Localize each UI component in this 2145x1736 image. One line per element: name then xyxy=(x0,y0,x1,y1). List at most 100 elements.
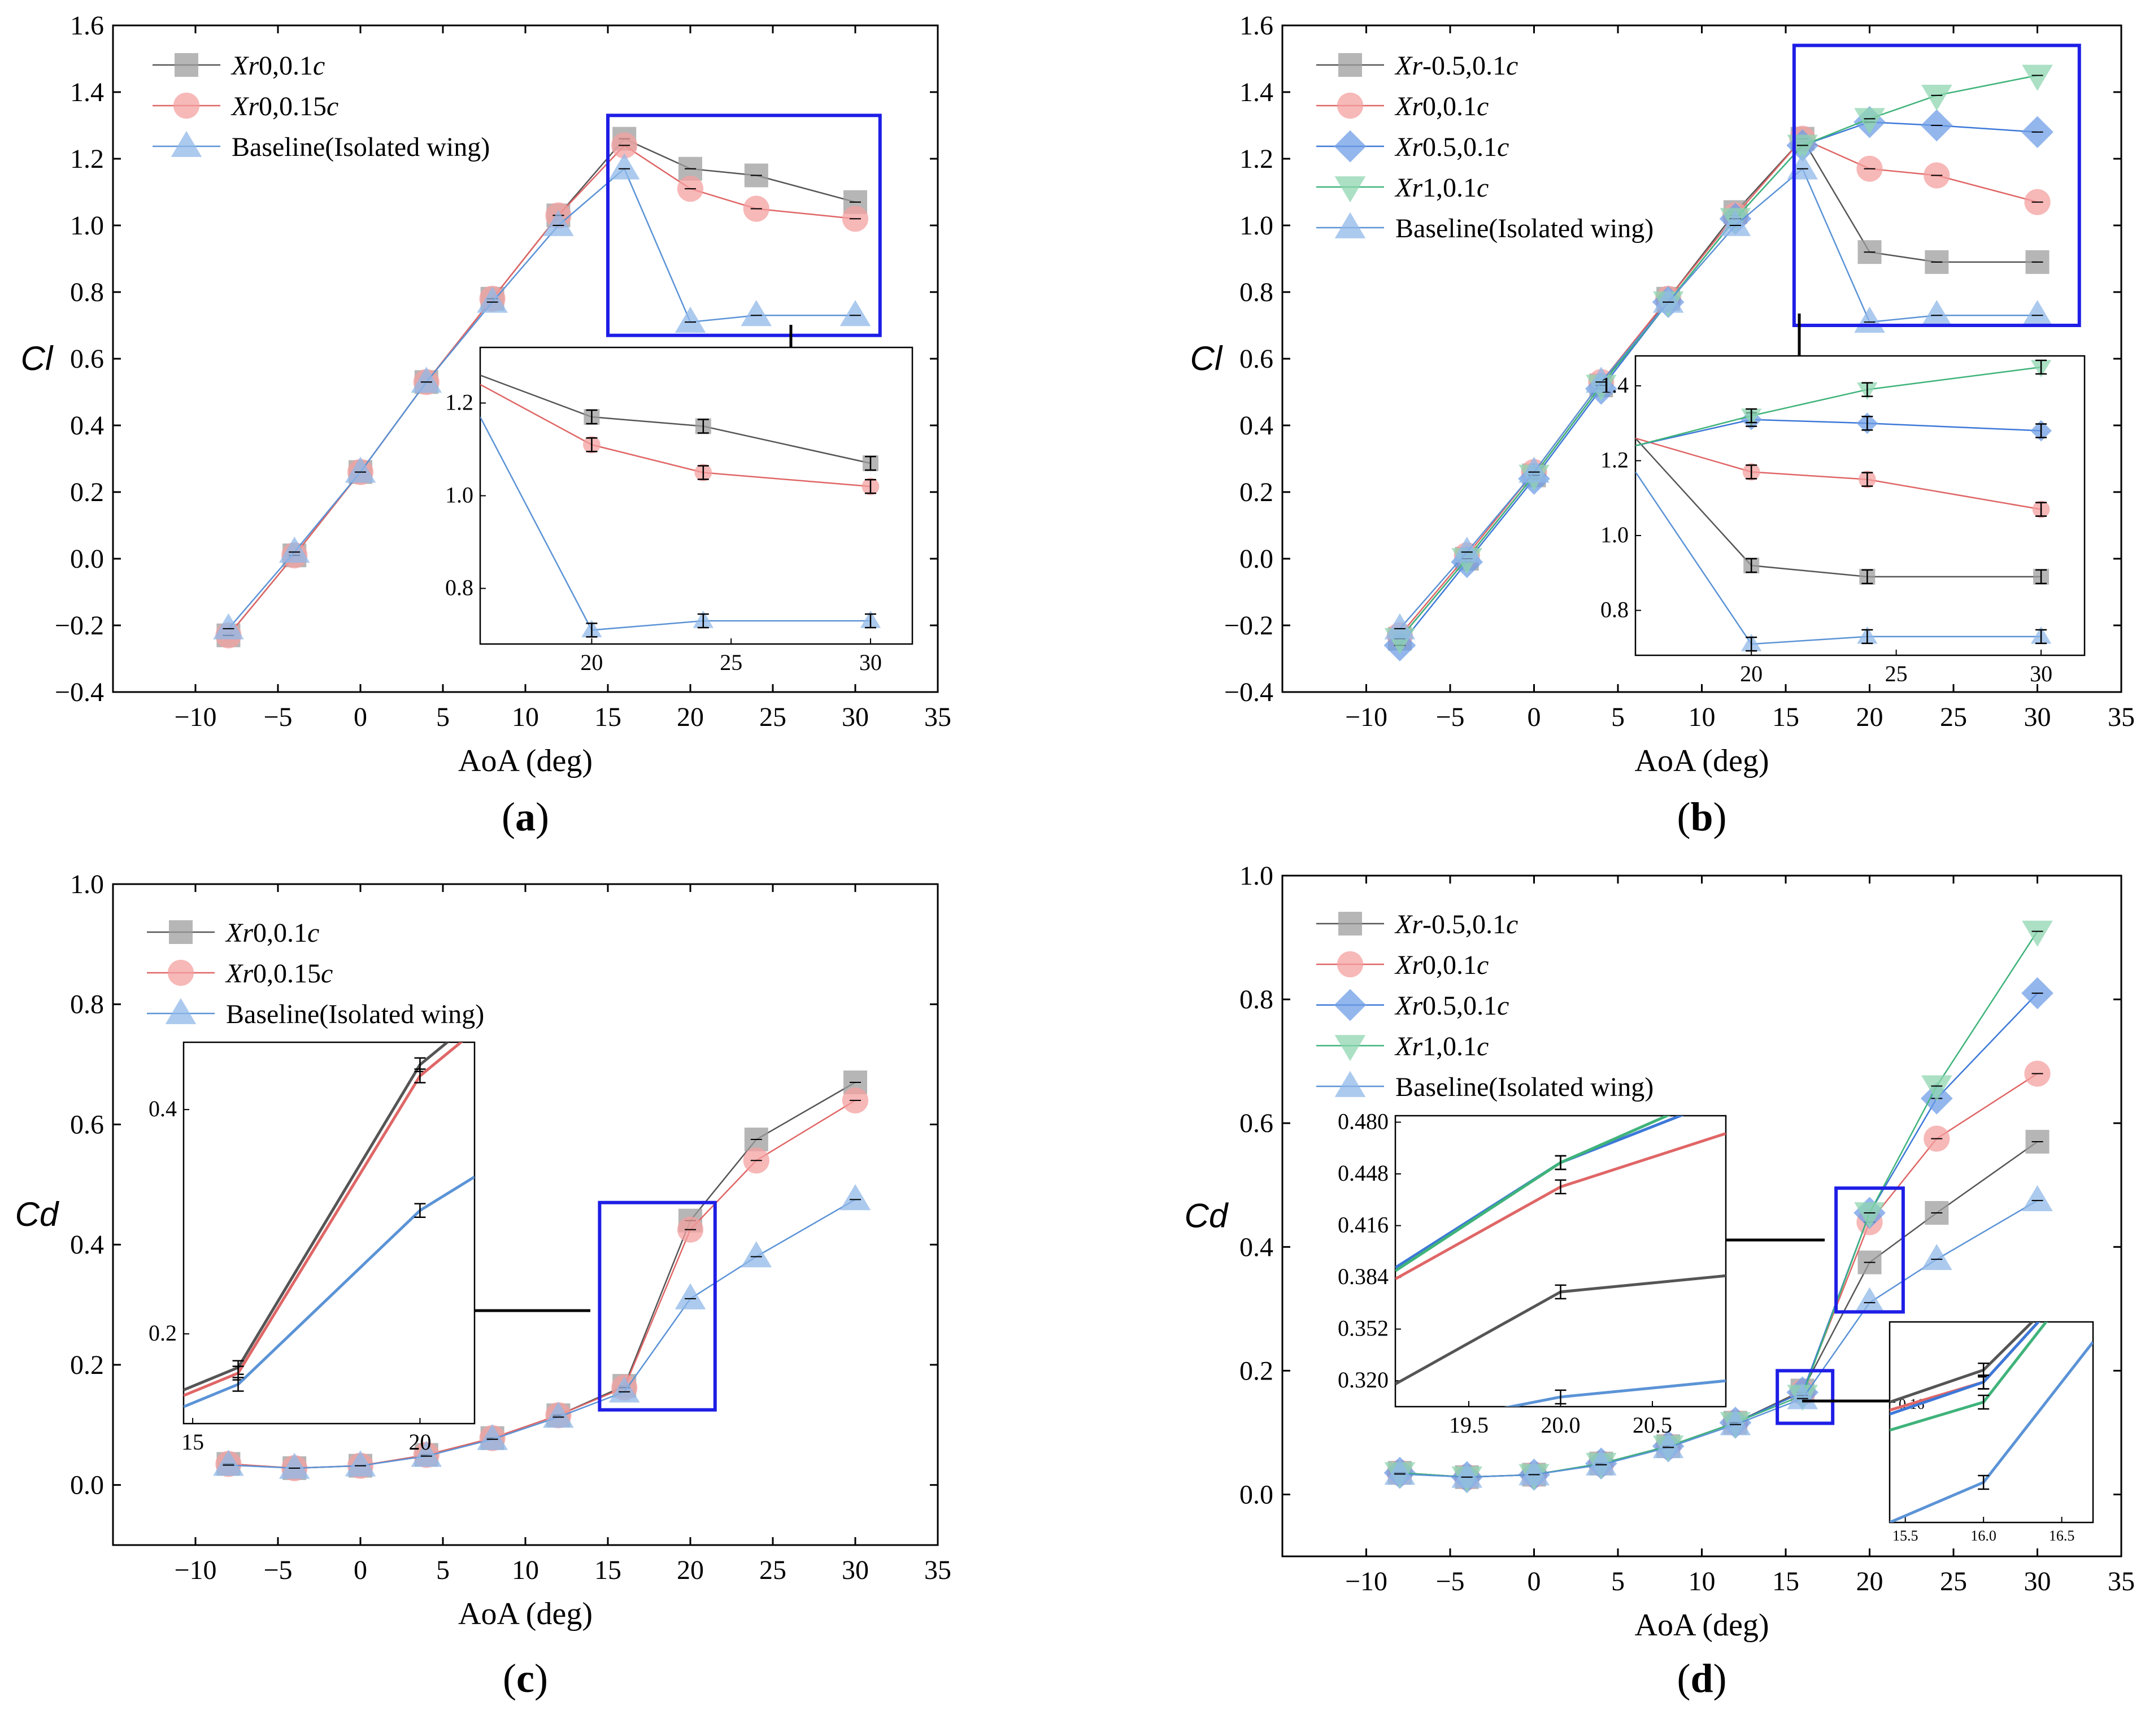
y-axis-title: Cl xyxy=(1190,340,1223,377)
legend-label: Xr0,0.1c xyxy=(230,51,325,81)
x-tick-label: 20 xyxy=(1856,1567,1883,1596)
y-tick-label: 0.0 xyxy=(1239,1480,1273,1509)
panel-c: −10 −5 0 5 10 15 20 25 30 35 0.0 0.2 0.4 0.6 0.8 1.0 AoA… xyxy=(15,869,951,1701)
x-tick-label: 10 xyxy=(512,702,539,732)
legend-label: Xr1,0.1c xyxy=(1394,1032,1489,1061)
panel-label-close: ) xyxy=(1713,794,1727,839)
inset-x-tick-label: 20 xyxy=(1740,661,1763,686)
legend-label: Xr0,0.15c xyxy=(230,92,338,121)
inset-y-tick-label: 1.2 xyxy=(445,389,473,415)
inset-data xyxy=(1890,1322,2093,1522)
legend-tail: c xyxy=(1506,51,1518,81)
x-tick-label: 15 xyxy=(1772,1567,1799,1596)
y-tick-label: 1.4 xyxy=(1239,77,1273,107)
x-tick-label: 15 xyxy=(594,702,621,732)
inset-0: 20 25 30 0.8 1.0 1.2 1.4 xyxy=(1600,355,2086,686)
x-tick-label: 30 xyxy=(2024,702,2051,732)
legend-label: Xr0,0.1c xyxy=(1394,92,1489,121)
legend-italic: Xr xyxy=(230,51,259,81)
legend-marker xyxy=(167,959,194,986)
inset-y-tick-label: 0.320 xyxy=(1338,1367,1389,1393)
x-tick-label: 25 xyxy=(759,1555,786,1585)
inset-data xyxy=(1395,1116,1726,1407)
y-tick-label: 0.0 xyxy=(70,1470,104,1500)
y-tick-label: 0.2 xyxy=(1239,477,1273,507)
y-tick-label: 0.4 xyxy=(1239,411,1273,441)
data-point xyxy=(741,1241,772,1268)
data-point xyxy=(1384,613,1416,639)
y-tick-label: 0.4 xyxy=(70,411,104,441)
inset-series-line xyxy=(1635,471,2042,645)
inset-0: 20 25 30 0.8 1.0 1.2 xyxy=(445,346,913,675)
y-tick-label: −0.4 xyxy=(1224,677,1273,707)
panel-b: −10 −5 0 5 10 15 20 25 30 35−0.4−0.20.00.20.40.60… xyxy=(1190,11,2135,839)
data-point xyxy=(2022,920,2053,947)
x-tick-label: 10 xyxy=(512,1555,539,1585)
legend-rest: 0.5,0.1 xyxy=(1422,132,1497,162)
legend-rest: 0,0.15 xyxy=(253,959,321,989)
x-tick-label: 30 xyxy=(842,702,869,732)
data-point xyxy=(839,1184,871,1211)
x-tick-label: −10 xyxy=(174,702,216,732)
panel-label-open: ( xyxy=(1677,1656,1690,1701)
inset-1: 15.5 16.0 16.50.16 xyxy=(1889,1321,2094,1544)
legend-rest: Baseline(Isolated wing) xyxy=(232,132,490,162)
legend-tail: c xyxy=(327,92,338,121)
legend-rest: Baseline(Isolated wing) xyxy=(226,999,484,1029)
data-point xyxy=(213,1450,244,1476)
panel-label: (c) xyxy=(503,1656,548,1701)
legend-label: Xr0,0.15c xyxy=(225,959,333,989)
legend-rest: 0,0.15 xyxy=(259,92,327,121)
legend-italic: Xr xyxy=(230,92,259,121)
inset-frame xyxy=(1889,1321,2094,1524)
panel-label-letter: d xyxy=(1690,1656,1713,1701)
inset-y-tick-label: 0.448 xyxy=(1338,1160,1389,1186)
inset-data xyxy=(480,375,881,638)
data-point xyxy=(741,300,772,327)
inset-x-tick-label: 30 xyxy=(859,650,882,675)
data-point xyxy=(839,300,871,327)
y-axis-title: Cd xyxy=(15,1195,59,1233)
legend-marker xyxy=(1334,1071,1366,1097)
inset-series-line xyxy=(480,375,871,464)
inset-series-line xyxy=(480,384,871,488)
x-axis-title: AoA (deg) xyxy=(458,1596,593,1631)
panel-label-close: ) xyxy=(536,794,549,839)
highlight-box xyxy=(606,114,882,337)
panel-label: (a) xyxy=(502,794,549,839)
y-tick-label: 0.6 xyxy=(70,1110,104,1139)
inset-y-tick-label: 0.2 xyxy=(149,1320,177,1346)
legend-label: Baseline(Isolated wing) xyxy=(226,999,484,1029)
legend-italic: Xr xyxy=(1394,132,1422,162)
x-tick-label: 5 xyxy=(1611,702,1625,732)
legend-tail: c xyxy=(1497,132,1509,162)
inset-y-tick-label: 0.4 xyxy=(149,1096,177,1121)
legend-italic: Xr xyxy=(1394,910,1422,939)
highlight-box xyxy=(598,1200,717,1412)
x-tick-label: 10 xyxy=(1689,1567,1716,1596)
legend-tail: c xyxy=(1477,92,1489,121)
legend-marker xyxy=(173,92,200,119)
legend-italic: Xr xyxy=(1394,950,1422,980)
y-tick-label: 1.0 xyxy=(1239,861,1273,891)
legend-italic: Xr xyxy=(1394,92,1422,121)
panel-label-open: ( xyxy=(502,794,515,839)
data-point xyxy=(1519,456,1550,483)
y-tick-label: 1.2 xyxy=(1239,144,1273,174)
data-point xyxy=(1854,1287,1885,1313)
inset-y-tick-label: 0.480 xyxy=(1338,1108,1389,1134)
legend-tail: c xyxy=(1477,173,1489,203)
legend-rest: 0,0.1 xyxy=(1422,950,1477,980)
y-tick-label: 1.6 xyxy=(1239,11,1273,41)
legend-label: Xr0,0.1c xyxy=(1394,950,1489,980)
x-tick-label: −10 xyxy=(1345,702,1387,732)
data-point xyxy=(279,1452,310,1479)
legend-tail: c xyxy=(313,51,325,81)
inset-y-tick-label: 1.0 xyxy=(1600,522,1629,547)
panel-a: −10 −5 0 5 10 15 20 25 30 35 −0.4 −0.2 0.0 0.2 0.4 0.6 0… xyxy=(21,11,951,839)
inset-y-tick-label: 0.384 xyxy=(1338,1264,1389,1289)
x-tick-label: −5 xyxy=(1435,1567,1464,1596)
panel-label-close: ) xyxy=(534,1656,548,1701)
